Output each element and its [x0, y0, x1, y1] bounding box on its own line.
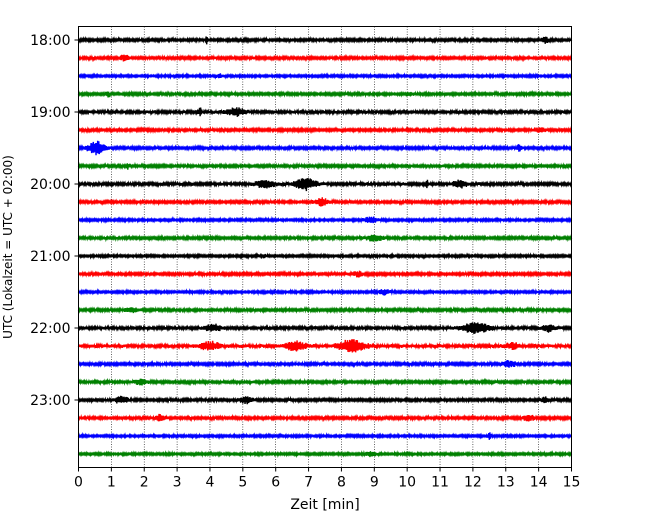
vertical-grid	[111, 26, 539, 468]
x-tick-label: 9	[370, 475, 379, 491]
x-axis-label: Zeit [min]	[290, 497, 359, 513]
trace-2015	[77, 197, 573, 207]
seismogram-traces	[77, 35, 573, 459]
y-tick-label: 21:00	[30, 249, 70, 265]
trace-1845	[77, 89, 573, 99]
x-tick-label: 0	[74, 475, 83, 491]
x-tick-label: 10	[398, 475, 416, 491]
trace-2045	[77, 233, 573, 243]
trace-2345	[77, 450, 573, 459]
trace-2115	[77, 269, 573, 279]
trace-1800	[77, 35, 573, 45]
x-tick-label: 3	[173, 475, 182, 491]
trace-1915	[77, 125, 573, 135]
x-tick-label: 13	[497, 475, 515, 491]
trace-2000	[77, 177, 573, 192]
trace-1900	[77, 107, 573, 117]
plot-area	[78, 26, 572, 468]
x-tick-label: 7	[304, 475, 313, 491]
trace-2315	[77, 413, 573, 423]
plot-frame	[78, 26, 572, 468]
trace-2300	[77, 395, 573, 405]
trace-1945	[77, 161, 573, 171]
y-tick-label: 18:00	[30, 33, 70, 49]
trace-1815	[77, 53, 573, 63]
x-tick-label: 2	[140, 475, 149, 491]
trace-2130	[77, 287, 573, 297]
y-tick-label: 19:00	[30, 105, 70, 121]
y-tick-label: 23:00	[30, 393, 70, 409]
y-tick-label: 22:00	[30, 321, 70, 337]
y-tick-label: 20:00	[30, 177, 70, 193]
trace-2200	[77, 322, 573, 335]
x-tick-label: 14	[530, 475, 548, 491]
trace-2100	[77, 251, 573, 261]
y-axis-label: UTC (Lokalzeit = UTC + 02:00)	[1, 155, 15, 339]
trace-2215	[77, 339, 573, 353]
trace-2245	[77, 377, 573, 387]
trace-2330	[77, 431, 573, 440]
x-tick-label: 15	[563, 475, 581, 491]
trace-2145	[77, 305, 573, 315]
x-tick-label: 8	[337, 475, 346, 491]
x-tick-label: 4	[206, 475, 215, 491]
trace-2030	[77, 215, 573, 224]
x-tick-label: 1	[107, 475, 116, 491]
x-tick-label: 6	[271, 475, 280, 491]
x-tick-label: 12	[464, 475, 482, 491]
trace-1830	[77, 72, 573, 80]
trace-2230	[77, 359, 573, 369]
x-axis: 0 1 2 3 4 5 6 7 8 9 10 11 12 13 14 15	[74, 467, 581, 491]
x-tick-label: 11	[431, 475, 449, 491]
trace-1930	[77, 140, 573, 156]
y-axis: 18:00 19:00 20:00 21:00 22:00 23:00	[30, 33, 79, 409]
x-tick-label: 5	[238, 475, 247, 491]
